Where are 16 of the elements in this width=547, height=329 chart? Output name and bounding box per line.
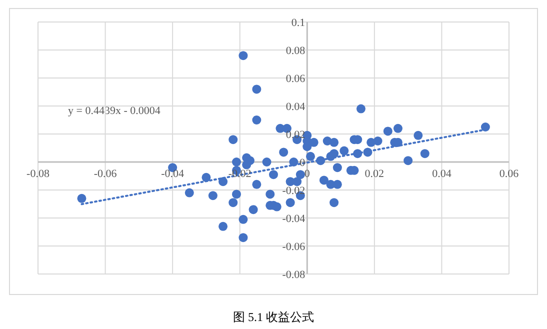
annotation: y = 0.4439x - 0.0004	[68, 105, 160, 117]
caption: 图 5.1 收益公式	[232, 309, 315, 326]
x-tick-label: -0.06	[94, 168, 118, 180]
y-tick-label: 0.1	[291, 17, 306, 29]
y-tick-label: -0.08	[282, 269, 306, 281]
y-tick-label: -0.04	[282, 213, 306, 225]
x-tick-label: -0.08	[26, 168, 50, 180]
y-tick-label: 0.06	[286, 73, 306, 85]
y-tick-label: -0.06	[282, 241, 306, 253]
x-tick-label: -0.04	[161, 168, 185, 180]
y-tick-label: 0.08	[286, 45, 306, 57]
y-tick-label: 0.04	[286, 101, 306, 113]
x-tick-label: 0.04	[432, 168, 452, 180]
x-tick-label: 0.06	[499, 168, 520, 180]
y-tick-label: -0.02	[282, 185, 306, 197]
x-tick-label: 0.02	[364, 168, 384, 180]
